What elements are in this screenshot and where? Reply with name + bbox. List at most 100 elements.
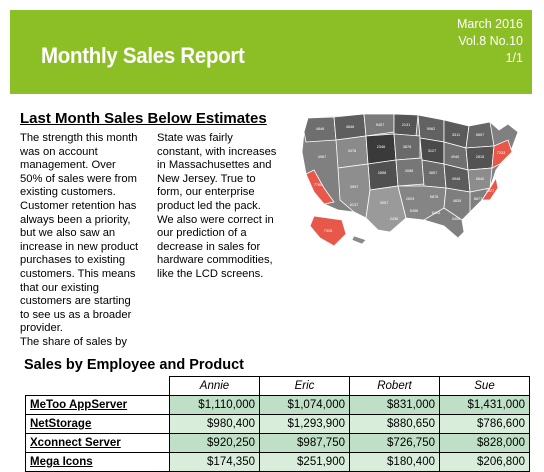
text-line: Customer retention has	[20, 199, 137, 212]
state-label: 5457	[376, 123, 384, 127]
table-title: Sales by Employee and Product	[24, 357, 244, 373]
article-column-1: The strength this month was on account m…	[20, 132, 150, 336]
text-line: in Massachusettes and	[157, 159, 272, 172]
text-line: State was fairly	[157, 132, 233, 144]
text-line: customers. This means	[20, 267, 136, 280]
text-line: New Jersey. True to	[157, 172, 256, 185]
issue-volume: Vol.8 No.10	[458, 34, 523, 48]
sales-value: $1,431,000	[439, 395, 530, 415]
state-label: 4835	[453, 199, 461, 203]
product-name: Mega Icons	[25, 452, 170, 472]
table-header-row: Annie Eric Robert Sue	[25, 376, 530, 396]
state-label: 4846	[316, 127, 324, 131]
state-label: 5857	[476, 133, 484, 137]
text-line: management. Over	[20, 159, 116, 172]
product-name: NetStorage	[25, 414, 170, 434]
text-line: We also were correct in	[157, 213, 274, 226]
product-name: MeToo AppServer	[25, 395, 170, 415]
state-label: 7326	[324, 229, 332, 233]
sales-value: $880,650	[349, 414, 440, 434]
sales-value: $251,900	[259, 452, 350, 472]
issue-info: March 2016 Vol.8 No.10 1/1	[403, 16, 523, 67]
text-line: hardware commodities,	[157, 254, 273, 267]
text-line: provider.	[20, 322, 63, 335]
report-title: Monthly Sales Report	[41, 43, 245, 68]
state-label: 5456	[410, 209, 418, 213]
sales-value: $180,400	[349, 452, 440, 472]
column-header: Annie	[169, 376, 260, 396]
text-line: form, our enterprise	[157, 186, 255, 199]
state-label: 2436	[390, 217, 398, 221]
state-label: 4088	[405, 169, 413, 173]
text-line: like the LCD screens.	[157, 267, 264, 280]
state-label: 6137	[350, 203, 358, 207]
state-label: 6463	[432, 211, 440, 215]
state-label: 4948	[452, 177, 460, 181]
text-line: but we also saw an	[20, 227, 116, 240]
state-label: 4846	[346, 125, 354, 129]
text-line: The strength this month	[20, 132, 138, 144]
text-line: customers are starting	[20, 295, 131, 308]
table-row: NetStorage $980,400 $1,293,900 $880,650 …	[25, 414, 530, 434]
article-title: Last Month Sales Below Estimates	[20, 110, 267, 127]
table-row: MeToo AppServer $1,110,000 $1,074,000 $8…	[25, 395, 530, 415]
text-line: 50% of sales were from	[20, 172, 137, 185]
sales-value: $786,600	[439, 414, 530, 434]
state-label: 3957	[380, 201, 388, 205]
article-column-2: State was fairly constant, with increase…	[157, 132, 285, 282]
sales-value: $1,074,000	[259, 395, 350, 415]
article-column-1-continuation: The share of sales by	[20, 336, 127, 348]
state-label: 5878	[430, 195, 438, 199]
table-row: Xconnect Server $920,250 $987,750 $726,7…	[25, 433, 530, 453]
state-label: 4940	[451, 155, 459, 159]
issue-date: March 2016	[456, 17, 523, 31]
state-label: 2529	[406, 197, 414, 201]
state-label: 7233	[497, 151, 505, 155]
text-line: increase in new product	[20, 240, 139, 253]
text-line: existing customers.	[20, 186, 116, 199]
text-line: purchases to existing	[20, 254, 126, 267]
text-line: constant, with increases	[157, 145, 277, 158]
column-header: Sue	[439, 376, 530, 396]
product-name: Xconnect Server	[25, 433, 170, 453]
sales-value: $828,000	[439, 433, 530, 453]
text-line: product led the pack.	[157, 199, 261, 212]
sales-value: $1,110,000	[169, 395, 260, 415]
sales-table: Annie Eric Robert Sue MeToo AppServer $1…	[25, 376, 530, 472]
state-label: 2815	[476, 155, 484, 159]
sales-value: $920,250	[169, 433, 260, 453]
sales-value: $726,750	[349, 433, 440, 453]
state-label: 7527	[486, 189, 494, 193]
column-header: Robert	[349, 376, 440, 396]
text-line: always been a priority,	[20, 213, 131, 226]
state-label: 4987	[318, 155, 326, 159]
text-line: our prediction of a	[157, 227, 247, 240]
state-label: 3456	[452, 217, 460, 221]
sales-value: $980,400	[169, 414, 260, 434]
table-corner-cell	[25, 376, 170, 396]
sales-value: $206,800	[439, 452, 530, 472]
state-label: 3478	[348, 149, 356, 153]
state-label: 3127	[428, 149, 436, 153]
state-label: 3857	[429, 171, 437, 175]
text-line: that our existing	[20, 281, 99, 294]
state-label: 7765	[314, 183, 322, 187]
state-label: 2858	[378, 171, 386, 175]
us-sales-map: 4846 4846 5457 2131 5962 3311 5857 3478 …	[294, 108, 532, 260]
us-map-graphic: 4846 4846 5457 2131 5962 3311 5857 3478 …	[301, 113, 519, 247]
header-banner: Monthly Sales Report March 2016 Vol.8 No…	[10, 10, 532, 94]
sales-value: $831,000	[349, 395, 440, 415]
page-number: 1/1	[505, 51, 523, 65]
text-line: to see us as a broader	[20, 308, 132, 321]
sales-value: $987,750	[259, 433, 350, 453]
state-label: 2346	[377, 145, 385, 149]
state-label: 8877	[474, 197, 482, 201]
state-label: 3311	[452, 133, 460, 137]
sales-value: $174,350	[169, 452, 260, 472]
text-line: was on account	[20, 145, 98, 158]
text-line: decrease in sales for	[157, 240, 261, 253]
state-label: 3878	[403, 145, 411, 149]
table-row: Mega Icons $174,350 $251,900 $180,400 $2…	[25, 452, 530, 472]
state-label: 3997	[350, 185, 358, 189]
state-label: 5962	[427, 127, 435, 131]
